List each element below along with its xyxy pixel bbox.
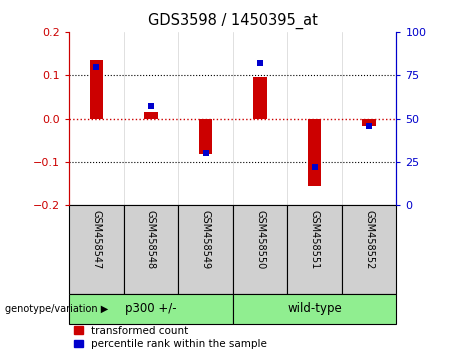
Text: GSM458547: GSM458547 [91, 210, 101, 269]
Bar [178, 205, 233, 294]
Bar [253, 78, 267, 119]
Bar [124, 205, 178, 294]
Text: wild-type: wild-type [287, 302, 342, 315]
Bar [362, 119, 376, 126]
Bar [342, 205, 396, 294]
Bar [69, 294, 233, 324]
Bar [144, 112, 158, 119]
Bar [233, 294, 396, 324]
Bar [233, 205, 287, 294]
Bar [89, 60, 103, 119]
Text: genotype/variation ▶: genotype/variation ▶ [5, 304, 108, 314]
Text: GSM458552: GSM458552 [364, 210, 374, 269]
Text: GSM458549: GSM458549 [201, 210, 211, 269]
Bar [308, 119, 321, 186]
Legend: transformed count, percentile rank within the sample: transformed count, percentile rank withi… [74, 326, 267, 349]
Bar [69, 205, 124, 294]
Title: GDS3598 / 1450395_at: GDS3598 / 1450395_at [148, 13, 318, 29]
Text: GSM458550: GSM458550 [255, 210, 265, 269]
Text: p300 +/-: p300 +/- [125, 302, 177, 315]
Text: GSM458551: GSM458551 [310, 210, 319, 269]
Bar [287, 205, 342, 294]
Bar [199, 119, 213, 154]
Text: GSM458548: GSM458548 [146, 210, 156, 269]
